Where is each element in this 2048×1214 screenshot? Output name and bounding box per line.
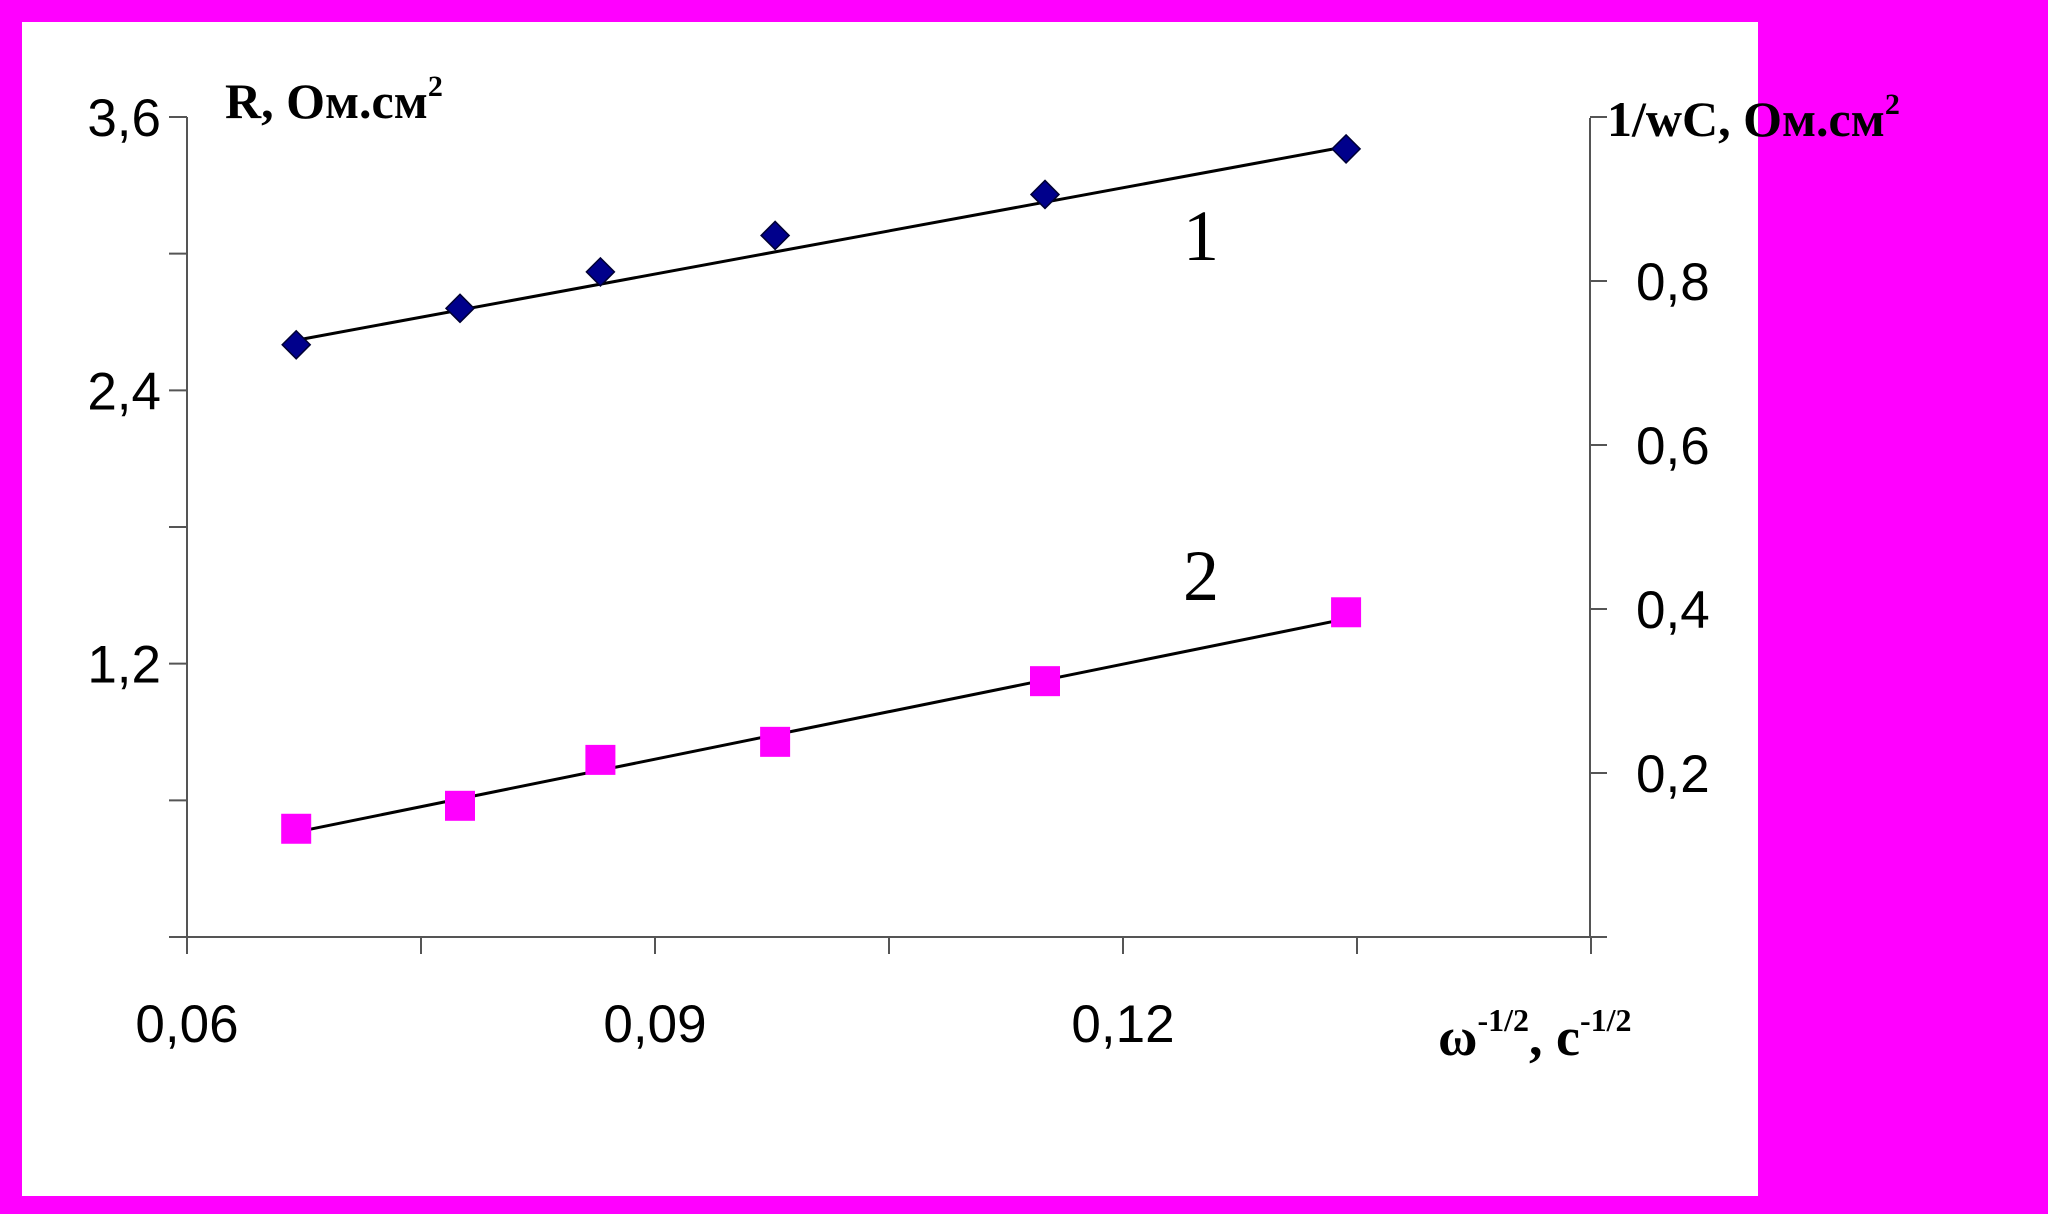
diamond-marker [1029, 179, 1061, 210]
y-left-title-sup: 2 [428, 70, 443, 103]
y-left-tick-label: 3,6 [87, 89, 161, 148]
diamond-marker [760, 220, 791, 251]
tick-labels: 0,06 0,09 0,12 1,2 2,4 3,6 0,2 0,4 0,6 0,8 [87, 89, 1709, 1054]
x-axis-title: ω-1/2, с-1/2 [1438, 1002, 1632, 1067]
diamond-marker [585, 256, 616, 287]
y-left-tick-label: 2,4 [87, 362, 161, 421]
square-marker [445, 790, 475, 821]
y-right-tick-label: 0,6 [1636, 417, 1710, 476]
square-marker [1030, 666, 1060, 697]
y-right-axis-title: 1/wC, Ом.см2 [1607, 88, 1900, 147]
diamond-marker [444, 293, 476, 324]
axes [169, 116, 1607, 954]
x-title-main: ω [1438, 1007, 1477, 1067]
square-marker [281, 813, 312, 844]
x-tick-label: 0,09 [603, 995, 706, 1054]
square-marker [585, 744, 616, 775]
y-left-title-main: R, Ом.см [225, 73, 428, 129]
y-right-title-bold: Ом.см [1743, 91, 1885, 147]
y-right-tick-label: 0,4 [1636, 581, 1710, 640]
plot-background [22, 22, 1758, 1196]
y-right-title-main: 1/wC, [1607, 91, 1743, 147]
x-tick-label: 0,06 [135, 995, 238, 1054]
y-right-title-sup: 2 [1885, 88, 1900, 121]
y-left-tick-label: 1,2 [87, 636, 161, 695]
data-markers [281, 133, 1362, 844]
y-right-tick-label: 0,8 [1636, 253, 1710, 312]
diamond-marker [281, 329, 312, 360]
x-title-sup1: -1/2 [1477, 1002, 1529, 1038]
square-marker [1331, 597, 1362, 628]
diamond-marker [1331, 133, 1362, 164]
curve-label-2: 2 [1183, 536, 1219, 616]
y-left-axis-title: R, Ом.см2 [225, 70, 443, 129]
square-marker [760, 726, 791, 757]
curve-label-1: 1 [1183, 196, 1219, 276]
x-title-mid: , с [1529, 1007, 1580, 1067]
x-title-sup2: -1/2 [1580, 1002, 1632, 1038]
x-tick-label: 0,12 [1071, 995, 1174, 1054]
y-right-tick-label: 0,2 [1636, 745, 1710, 804]
